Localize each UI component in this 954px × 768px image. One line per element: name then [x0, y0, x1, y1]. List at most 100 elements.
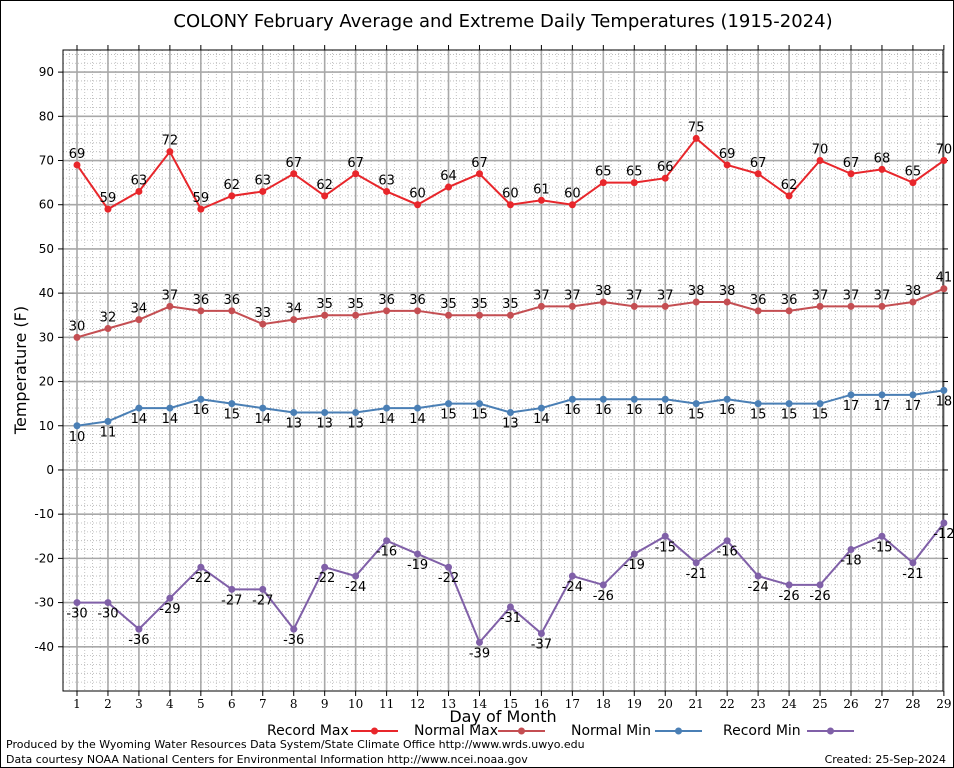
- data-label: 37: [812, 288, 829, 303]
- data-point: [166, 404, 174, 412]
- y-tick-label: -20: [34, 551, 54, 565]
- data-point: [321, 192, 329, 200]
- data-point: [816, 157, 824, 165]
- legend-label: Record Min: [723, 723, 801, 739]
- data-label: 37: [626, 288, 643, 303]
- data-point: [383, 307, 391, 315]
- data-label: -21: [902, 567, 923, 582]
- x-tick-label: 27: [874, 697, 889, 711]
- data-label: 67: [471, 156, 488, 171]
- data-point: [414, 404, 422, 412]
- data-label: 41: [936, 271, 953, 286]
- data-point: [166, 302, 174, 310]
- data-point: [785, 307, 793, 315]
- data-label: 65: [595, 165, 612, 180]
- data-point: [321, 408, 329, 416]
- x-tick-label: 9: [321, 697, 329, 711]
- data-label: 60: [409, 187, 426, 202]
- data-point: [599, 179, 607, 187]
- data-point: [290, 316, 298, 324]
- data-label: 37: [657, 288, 674, 303]
- x-tick-label: 5: [197, 697, 205, 711]
- data-point: [909, 391, 917, 399]
- data-label: 11: [100, 425, 117, 440]
- data-point: [847, 391, 855, 399]
- data-point: [661, 302, 669, 310]
- data-label: -19: [624, 558, 645, 573]
- legend-label: Normal Max: [414, 723, 498, 739]
- data-point: [290, 170, 298, 178]
- data-point: [909, 179, 917, 187]
- data-point: [785, 192, 793, 200]
- data-point: [630, 302, 638, 310]
- data-point: [445, 563, 453, 571]
- data-label: 67: [285, 156, 302, 171]
- x-tick-label: 18: [596, 697, 611, 711]
- data-point: [104, 325, 112, 333]
- data-point: [228, 192, 236, 200]
- data-point: [754, 572, 762, 580]
- y-tick-label: 0: [46, 463, 54, 477]
- data-point: [259, 187, 267, 195]
- data-point: [754, 170, 762, 178]
- data-point: [940, 157, 948, 165]
- data-point: [166, 148, 174, 156]
- data-label: 70: [812, 143, 829, 158]
- data-label: 62: [316, 178, 333, 193]
- data-point: [661, 532, 669, 540]
- data-label: -31: [500, 611, 521, 626]
- data-label: 30: [69, 319, 86, 334]
- data-point: [166, 594, 174, 602]
- data-point: [847, 302, 855, 310]
- data-point: [754, 307, 762, 315]
- data-point: [940, 519, 948, 527]
- data-label: 69: [719, 147, 736, 162]
- data-point: [599, 298, 607, 306]
- data-label: 69: [69, 147, 86, 162]
- data-point: [445, 311, 453, 319]
- data-point: [414, 307, 422, 315]
- legend: Record Max Normal Max Normal Min Record Min: [267, 723, 854, 739]
- data-label: 36: [409, 293, 426, 308]
- data-label: -24: [345, 580, 366, 595]
- data-label: 17: [843, 399, 860, 414]
- data-label: 67: [843, 156, 860, 171]
- data-label: 34: [285, 302, 302, 317]
- data-label: 18: [936, 394, 953, 409]
- data-point: [816, 302, 824, 310]
- footer-data-courtesy: Data courtesy NOAA National Centers for …: [6, 753, 528, 766]
- data-label: 67: [750, 156, 767, 171]
- data-point: [723, 395, 731, 403]
- data-label: 15: [224, 408, 241, 423]
- data-label: 75: [688, 120, 705, 135]
- x-tick-label: 7: [259, 697, 267, 711]
- y-tick-label: 30: [39, 330, 54, 344]
- x-tick-label: 20: [658, 697, 673, 711]
- data-label: -16: [376, 545, 397, 560]
- data-label: 35: [316, 297, 333, 312]
- data-label: -19: [407, 558, 428, 573]
- series-normal-min: 10 11 14 14 16 15 14 13 13 13 14 14 15 15 13 14 16 16 16 16…: [69, 386, 953, 445]
- x-tick-label: 23: [750, 697, 765, 711]
- series-normal-max: 30 32 34 37 36 36 33 34 35 35 36 36 35 35 35 37 37 38 37 37…: [69, 271, 952, 341]
- data-point: [816, 400, 824, 408]
- footer-produced-by: Produced by the Wyoming Water Resources …: [6, 738, 585, 751]
- data-label: 17: [905, 399, 922, 414]
- data-point: [661, 395, 669, 403]
- legend-marker: [371, 727, 378, 735]
- data-label: 14: [533, 412, 550, 427]
- data-point: [785, 400, 793, 408]
- data-point: [909, 298, 917, 306]
- data-point: [599, 581, 607, 589]
- data-label: 38: [905, 284, 922, 299]
- data-point: [692, 559, 700, 567]
- data-point: [692, 298, 700, 306]
- x-tick-label: 3: [135, 697, 143, 711]
- data-label: -15: [871, 540, 892, 555]
- data-point: [537, 630, 545, 638]
- data-point: [414, 550, 422, 558]
- data-label: 59: [193, 191, 210, 206]
- data-label: 15: [812, 408, 829, 423]
- data-label: -24: [562, 580, 583, 595]
